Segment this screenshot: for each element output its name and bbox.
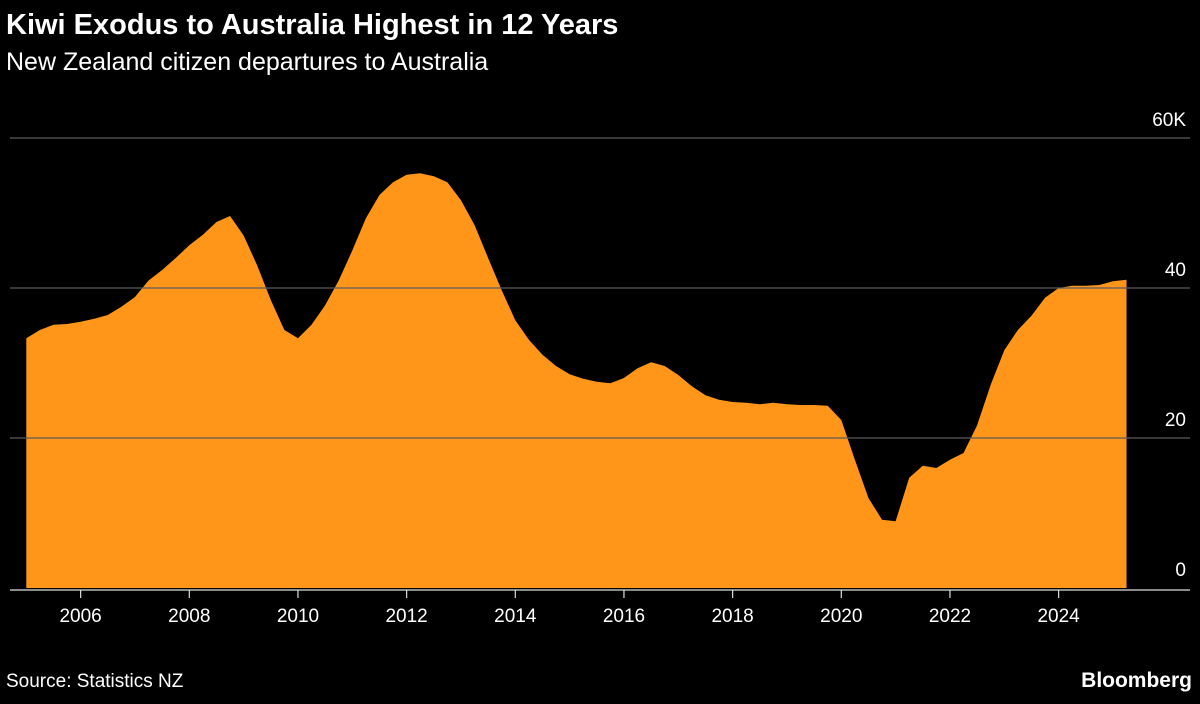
x-tick-label: 2024: [1037, 606, 1080, 627]
y-tick-label: 40: [1165, 260, 1186, 281]
x-tick-label: 2022: [929, 606, 971, 627]
y-tick-label: 0: [1175, 560, 1186, 581]
chart-subtitle: New Zealand citizen departures to Austra…: [6, 48, 488, 76]
y-tick-label: 20: [1165, 410, 1186, 431]
logo: Bloomberg: [1081, 669, 1192, 692]
x-tick-label: 2016: [603, 606, 645, 627]
x-tick-label: 2008: [168, 606, 210, 627]
x-tick-label: 2006: [59, 606, 101, 627]
y-tick-label: 60K: [1152, 110, 1186, 131]
x-tick-label: 2010: [277, 606, 319, 627]
x-tick-label: 2012: [385, 606, 427, 627]
chart-title: Kiwi Exodus to Australia Highest in 12 Y…: [6, 9, 618, 41]
x-tick-label: 2018: [711, 606, 753, 627]
area: [26, 173, 1127, 588]
x-tick-label: 2014: [494, 606, 537, 627]
source: Source: Statistics NZ: [6, 671, 184, 692]
x-tick-label: 2020: [820, 606, 862, 627]
